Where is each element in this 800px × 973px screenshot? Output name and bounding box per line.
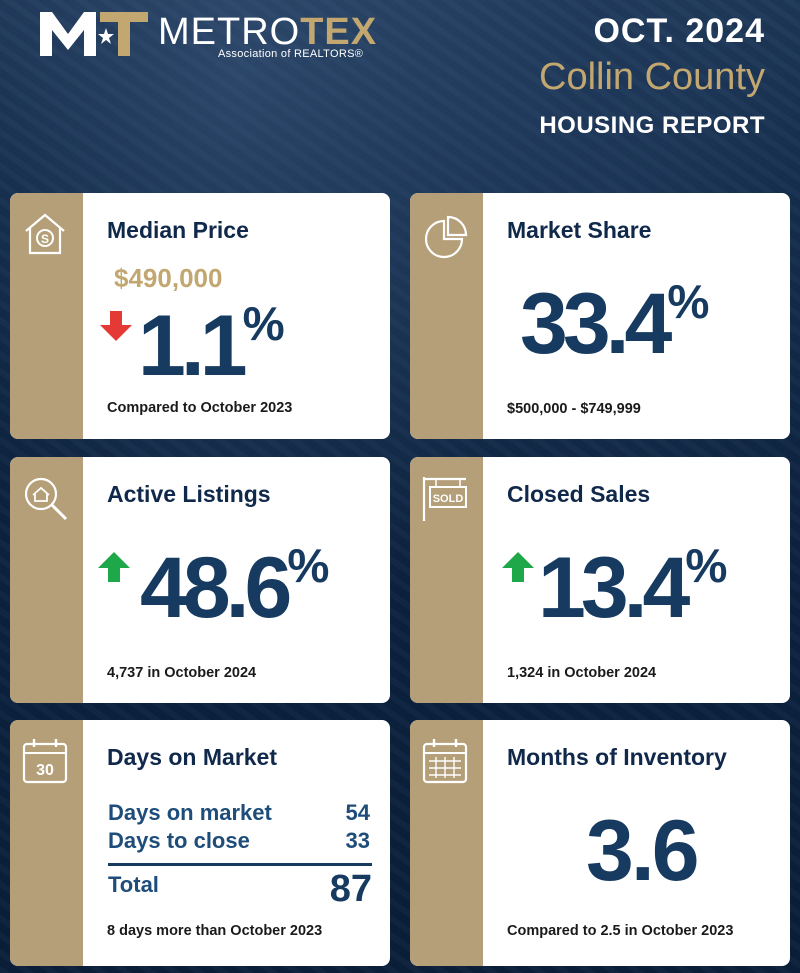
months-inventory-title: Months of Inventory [507, 744, 727, 770]
svg-text:30: 30 [36, 762, 54, 779]
days-on-market-footnote: 8 days more than October 2023 [107, 923, 323, 939]
dom-total-value: 87 [329, 868, 372, 910]
median-price-title: Median Price [107, 217, 249, 243]
months-inventory-footnote: Compared to 2.5 in October 2023 [507, 923, 734, 939]
market-share-range: $500,000 - $749,999 [507, 401, 641, 417]
active-listings-card: Active Listings 48.6% 4,737 in October 2… [10, 457, 390, 703]
median-price-value: $490,000 [114, 263, 223, 293]
closed-sales-card: SOLD Closed Sales 13.4% 1,324 in October… [410, 457, 790, 703]
total-divider [108, 863, 372, 866]
logo-wordmark: METROTEX [158, 11, 378, 53]
dom-row-days-to-close: Days to close 33 [108, 828, 370, 853]
card-strip [10, 720, 83, 966]
closed-sales-change: 13.4% [538, 539, 727, 636]
card-strip [410, 457, 483, 703]
sold-sign-icon: SOLD [422, 477, 467, 521]
median-price-footnote: Compared to October 2023 [107, 400, 293, 416]
up-arrow-icon [98, 552, 130, 582]
up-arrow-icon [502, 552, 534, 582]
days-on-market-title: Days on Market [107, 744, 278, 770]
months-inventory-value: 3.6 [586, 803, 700, 899]
card-strip [10, 193, 83, 439]
report-title: HOUSING REPORT [539, 112, 765, 139]
calendar-30-icon: 30 [22, 739, 68, 784]
median-price-card: S Median Price $490,000 1.1% Compared to… [10, 193, 390, 439]
market-share-value: 33.4% [520, 275, 709, 372]
metrotex-logo: METROTEX Association of REALTORS® [40, 8, 380, 60]
pie-chart-icon [424, 215, 468, 259]
down-arrow-icon [100, 311, 132, 341]
calendar-grid-icon [422, 739, 468, 784]
dom-row-days-on-market: Days on market 54 [108, 800, 370, 825]
median-price-change: 1.1% [138, 297, 285, 394]
magnifier-house-icon [24, 477, 68, 521]
dom-total-label: Total [108, 872, 159, 897]
active-listings-title: Active Listings [107, 481, 271, 507]
active-listings-change: 48.6% [140, 539, 329, 636]
market-share-title: Market Share [507, 217, 652, 243]
report-date: OCT. 2024 [593, 12, 765, 50]
active-listings-footnote: 4,737 in October 2024 [107, 665, 257, 681]
svg-text:SOLD: SOLD [433, 493, 464, 505]
closed-sales-title: Closed Sales [507, 481, 651, 507]
days-on-market-card: 30 Days on Market Days on market 54 Days … [10, 720, 390, 966]
market-share-card: Market Share 33.4% $500,000 - $749,999 [410, 193, 790, 439]
house-dollar-icon: S [25, 213, 65, 255]
logo-subtitle: Association of REALTORS® [218, 48, 364, 60]
svg-text:S: S [41, 232, 49, 246]
months-inventory-card: Months of Inventory 3.6 Compared to 2.5 … [410, 720, 790, 966]
closed-sales-footnote: 1,324 in October 2024 [507, 665, 657, 681]
mt-logo-mark-icon [40, 12, 148, 56]
county-name: Collin County [539, 56, 765, 98]
card-strip [410, 193, 483, 439]
